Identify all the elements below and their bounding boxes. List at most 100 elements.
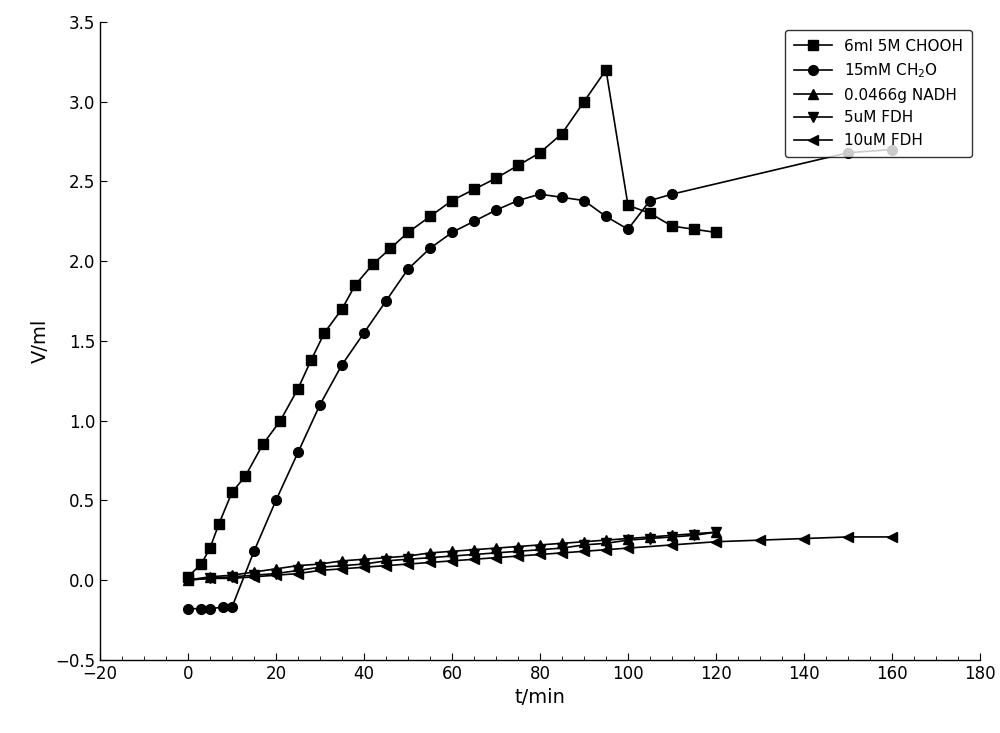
5uM FDH xyxy=(666,533,678,542)
5uM FDH xyxy=(578,540,590,549)
6ml 5M CHOOH xyxy=(336,305,348,314)
Line: 6ml 5M CHOOH: 6ml 5M CHOOH xyxy=(183,65,721,582)
6ml 5M CHOOH xyxy=(384,244,396,253)
6ml 5M CHOOH xyxy=(446,196,458,205)
15mM CH$_2$O xyxy=(490,206,502,215)
5uM FDH xyxy=(314,563,326,572)
15mM CH$_2$O xyxy=(217,603,229,611)
5uM FDH xyxy=(270,570,282,578)
6ml 5M CHOOH xyxy=(556,129,568,138)
10uM FDH xyxy=(842,533,854,542)
10uM FDH xyxy=(490,553,502,562)
15mM CH$_2$O xyxy=(578,196,590,205)
5uM FDH xyxy=(446,552,458,561)
6ml 5M CHOOH xyxy=(213,520,225,528)
6ml 5M CHOOH xyxy=(274,416,286,425)
0.0466g NADH xyxy=(578,537,590,546)
10uM FDH xyxy=(248,572,260,581)
0.0466g NADH xyxy=(600,536,612,545)
6ml 5M CHOOH xyxy=(534,148,546,157)
0.0466g NADH xyxy=(226,571,238,580)
0.0466g NADH xyxy=(688,529,700,538)
6ml 5M CHOOH xyxy=(622,201,634,210)
10uM FDH xyxy=(182,575,194,584)
10uM FDH xyxy=(534,550,546,559)
5uM FDH xyxy=(468,550,480,559)
0.0466g NADH xyxy=(358,555,370,564)
0.0466g NADH xyxy=(424,548,436,557)
10uM FDH xyxy=(468,555,480,564)
5uM FDH xyxy=(358,560,370,569)
6ml 5M CHOOH xyxy=(710,228,722,237)
6ml 5M CHOOH xyxy=(239,472,251,481)
10uM FDH xyxy=(666,540,678,549)
5uM FDH xyxy=(380,556,392,565)
6ml 5M CHOOH xyxy=(257,440,269,449)
5uM FDH xyxy=(534,545,546,554)
6ml 5M CHOOH xyxy=(468,185,480,194)
0.0466g NADH xyxy=(468,545,480,554)
6ml 5M CHOOH xyxy=(182,572,194,581)
5uM FDH xyxy=(424,553,436,562)
10uM FDH xyxy=(578,547,590,556)
0.0466g NADH xyxy=(182,575,194,584)
Y-axis label: V/ml: V/ml xyxy=(30,319,49,363)
5uM FDH xyxy=(710,528,722,537)
5uM FDH xyxy=(226,572,238,581)
10uM FDH xyxy=(424,558,436,567)
6ml 5M CHOOH xyxy=(292,384,304,393)
5uM FDH xyxy=(512,547,524,556)
15mM CH$_2$O xyxy=(644,196,656,205)
5uM FDH xyxy=(644,534,656,543)
5uM FDH xyxy=(182,575,194,584)
0.0466g NADH xyxy=(490,544,502,553)
Line: 10uM FDH: 10uM FDH xyxy=(183,532,897,585)
0.0466g NADH xyxy=(446,547,458,556)
X-axis label: t/min: t/min xyxy=(515,688,565,707)
5uM FDH xyxy=(292,566,304,575)
10uM FDH xyxy=(358,563,370,572)
10uM FDH xyxy=(314,566,326,575)
0.0466g NADH xyxy=(336,556,348,565)
5uM FDH xyxy=(688,531,700,539)
15mM CH$_2$O xyxy=(270,496,282,504)
6ml 5M CHOOH xyxy=(195,560,207,569)
15mM CH$_2$O xyxy=(195,604,207,613)
10uM FDH xyxy=(600,545,612,554)
0.0466g NADH xyxy=(292,561,304,570)
0.0466g NADH xyxy=(512,542,524,551)
0.0466g NADH xyxy=(644,533,656,542)
Legend: 6ml 5M CHOOH, 15mM CH$_2$O, 0.0466g NADH, 5uM FDH, 10uM FDH: 6ml 5M CHOOH, 15mM CH$_2$O, 0.0466g NADH… xyxy=(785,29,972,157)
0.0466g NADH xyxy=(380,553,392,562)
0.0466g NADH xyxy=(204,572,216,581)
15mM CH$_2$O xyxy=(842,148,854,157)
15mM CH$_2$O xyxy=(512,196,524,205)
15mM CH$_2$O xyxy=(336,361,348,369)
5uM FDH xyxy=(622,536,634,545)
0.0466g NADH xyxy=(402,552,414,561)
15mM CH$_2$O xyxy=(666,190,678,199)
10uM FDH xyxy=(556,548,568,557)
10uM FDH xyxy=(402,560,414,569)
Line: 0.0466g NADH: 0.0466g NADH xyxy=(183,527,721,585)
10uM FDH xyxy=(292,570,304,578)
0.0466g NADH xyxy=(622,534,634,543)
10uM FDH xyxy=(798,534,810,543)
10uM FDH xyxy=(380,561,392,570)
6ml 5M CHOOH xyxy=(424,212,436,221)
10uM FDH xyxy=(336,564,348,573)
6ml 5M CHOOH xyxy=(490,174,502,183)
10uM FDH xyxy=(754,536,766,545)
6ml 5M CHOOH xyxy=(318,328,330,337)
15mM CH$_2$O xyxy=(622,225,634,234)
6ml 5M CHOOH xyxy=(226,488,238,497)
Line: 15mM CH$_2$O: 15mM CH$_2$O xyxy=(183,144,897,614)
10uM FDH xyxy=(226,574,238,583)
6ml 5M CHOOH xyxy=(578,97,590,106)
5uM FDH xyxy=(600,539,612,548)
6ml 5M CHOOH xyxy=(512,161,524,170)
10uM FDH xyxy=(204,574,216,583)
10uM FDH xyxy=(270,571,282,580)
15mM CH$_2$O xyxy=(248,547,260,556)
5uM FDH xyxy=(402,555,414,564)
